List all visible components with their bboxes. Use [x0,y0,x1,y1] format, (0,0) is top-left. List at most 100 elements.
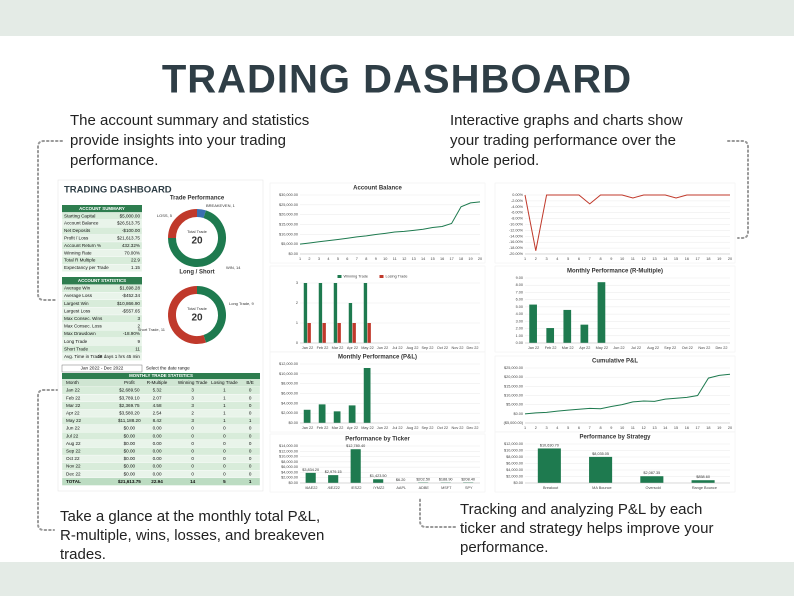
x-tick-label: Feb 22 [545,346,557,350]
table-cell: 0.00 [153,433,162,438]
x-tick-label: 4 [327,257,329,261]
donut-segment [196,209,206,219]
caption-line: provide insights into your trading [70,132,286,149]
y-tick-label: 8.00 [516,283,523,287]
x-tick-label: 20 [728,426,732,430]
table-cell: 0 [249,441,252,446]
bar [348,405,356,423]
table-cell: Jan 22 [66,388,80,393]
table-cell: Max Consec. Wins [64,316,103,321]
bar [303,283,308,343]
y-tick-label: $15,000.00 [279,223,298,227]
x-tick-label: 2 [535,257,537,261]
column-header: Month [66,380,79,385]
caption-line: ticker and strategy helps improve your [460,520,713,537]
x-tick-label: Jun 22 [377,426,388,430]
y-tick-label: $4,000.00 [281,401,298,405]
table-cell: 3 [191,403,194,408]
chart-title: Monthly Performance (P&L) [338,355,417,361]
bar [363,283,368,343]
y-tick-label: $10,000.00 [504,449,523,453]
caption-line: Take a glance at the monthly total P&L, [60,508,320,525]
x-tick-label: 8 [365,257,367,261]
bar [463,482,474,483]
table-cell: Nov 22 [66,464,81,469]
table-cell: $0.00 [124,433,136,438]
y-tick-label: $6,000.00 [506,462,523,466]
x-tick-label: 14 [663,426,667,430]
chart-card [269,265,486,353]
table-cell: -18.90% [123,331,140,336]
x-tick-label: 5 [567,426,569,430]
y-tick-label: 4.00 [516,312,523,316]
table-cell: 0.00 [153,471,162,476]
table-cell: Aug 22 [66,441,81,446]
table-header [62,205,142,213]
x-tick-label: Jul 22 [631,346,641,350]
x-tick-label: 19 [468,257,472,261]
table-cell: 0 [223,441,226,446]
x-tick-label: Oct 22 [437,346,448,350]
legend-swatch [379,275,384,278]
y-tick-label: $5,000.00 [506,403,523,407]
table-cell: Apr 22 [66,410,80,415]
x-tick-label: Feb 22 [317,346,329,350]
donut-label: LOSS, 5 [157,213,173,218]
table-cell: 5 [223,479,226,484]
table-cell: 14 [190,479,196,484]
table-cell: Jul 22 [66,433,79,438]
donut-title: Long / Short [179,270,214,276]
x-tick-label: 4 [556,426,558,430]
y-tick-label: 0.00 [516,341,523,345]
x-tick-label: Jan 22 [302,346,313,350]
x-tick-label: 3 [546,426,548,430]
table-row [61,352,143,361]
x-tick-label: 6 [346,257,348,261]
table-cell: 1 [223,410,226,415]
table-cell: Expectancy per Trade [64,265,109,270]
x-tick-label: 17 [696,257,700,261]
table-header [62,277,142,285]
table-cell: $11,188.20 [118,418,141,423]
bar [363,367,371,423]
table-cell: 0 [249,464,252,469]
table-cell: Winning Rate [64,250,92,255]
y-tick-label: $25,000.00 [279,203,298,207]
bar [373,479,384,483]
x-tick-label: /ESZ2 [351,486,362,490]
bar [322,323,326,343]
table-cell: $3,789.10 [119,395,140,400]
bar [691,480,715,483]
x-tick-label: MSFT [441,486,452,490]
y-tick-label: -2.00% [511,199,524,203]
table-cell: Starting Capital [64,213,95,218]
y-tick-label: -20.00% [509,252,524,256]
table-cell: $0.00 [124,471,136,476]
y-tick-label: $0.00 [513,412,523,416]
x-tick-label: 4 [556,257,558,261]
table-cell: Max Consec. Loss [64,324,102,329]
x-tick-label: 2 [308,257,310,261]
x-tick-label: Mar 22 [562,346,574,350]
y-tick-label: $2,000.00 [281,476,298,480]
table-cell: 18 days 1 hrs 45 min [97,354,140,359]
y-tick-label: -4.00% [511,205,524,209]
donut-title: Trade Performance [170,196,225,202]
bar [546,328,555,343]
y-tick-label: $8,000.00 [281,382,298,386]
bar [640,476,664,483]
donut-segment [196,286,226,343]
x-tick-label: Feb 22 [317,426,329,430]
page-title: TRADING DASHBOARD [162,58,632,102]
value-label: $208.40 [461,477,475,481]
y-tick-label: $10,000.00 [279,455,298,459]
table-cell: 22.94 [151,479,163,484]
x-tick-label: Mar 22 [332,426,344,430]
x-tick-label: 9 [610,426,612,430]
table-cell: $1,698.28 [120,286,141,291]
table-cell: 0 [191,448,194,453]
x-tick-label: 7 [356,257,358,261]
x-tick-label: 8 [599,257,601,261]
table-cell: Sep 22 [66,448,81,453]
table-cell: 0 [249,426,252,431]
